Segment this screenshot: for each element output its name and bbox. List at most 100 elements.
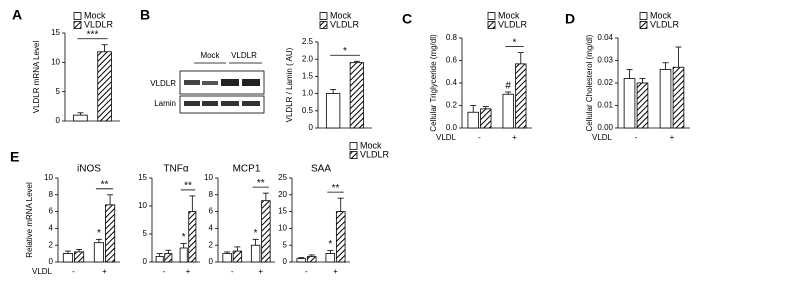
- significance-mark: **: [332, 183, 340, 194]
- bar: [672, 66, 685, 129]
- subplot-title: SAA: [311, 164, 331, 175]
- bar: [659, 69, 672, 129]
- panel-label: C: [402, 11, 412, 27]
- y-tick-label: 10: [204, 173, 213, 182]
- bar: [467, 111, 479, 129]
- y-tick-label: 0.04: [597, 33, 613, 42]
- legend-label: VLDLR: [360, 149, 390, 159]
- y-tick-label: 5: [143, 229, 148, 238]
- significance-mark: *: [328, 239, 332, 250]
- x-tick-label: -: [163, 267, 166, 276]
- blot-column: Mock: [200, 51, 220, 60]
- bar: [325, 93, 341, 129]
- bar: [325, 253, 336, 263]
- subplot-title: MCP1: [233, 164, 261, 175]
- legend-label: Mock: [360, 140, 382, 150]
- y-tick-label: 1.5: [302, 72, 314, 81]
- x-tick-label: -: [635, 133, 638, 142]
- legend-label: Mock: [498, 10, 520, 20]
- x-tick-label: +: [333, 267, 338, 276]
- significance-mark: **: [257, 178, 265, 189]
- legend-swatch: [639, 21, 648, 29]
- significance-mark: ***: [87, 29, 99, 40]
- bar: [335, 211, 346, 263]
- bar: [62, 253, 73, 263]
- bar: [502, 93, 514, 129]
- x-tick-label: -: [231, 267, 234, 276]
- legend-label: Mock: [330, 10, 352, 20]
- bar: [74, 251, 85, 263]
- legend-label: Mock: [650, 10, 672, 20]
- x-tick-label: +: [186, 267, 191, 276]
- y-axis-label: Relative mRNA Level: [25, 182, 34, 258]
- significance-mark: #: [505, 81, 511, 92]
- y-tick-label: 10: [138, 201, 147, 210]
- y-tick-label: 20: [278, 190, 287, 199]
- blot-column: VLDLR: [231, 51, 257, 60]
- bar: [296, 258, 307, 263]
- y-tick-label: 0: [209, 257, 214, 266]
- y-tick-label: 0: [283, 257, 288, 266]
- significance-mark: **: [184, 181, 192, 192]
- y-tick-label: 0.02: [597, 78, 613, 87]
- significance-mark: *: [343, 46, 347, 57]
- y-tick-label: 6: [49, 207, 54, 216]
- x-tick-label: -: [72, 267, 75, 276]
- bar: [261, 200, 271, 263]
- panel-label: D: [565, 11, 575, 27]
- panel-label: E: [10, 149, 19, 165]
- x-tick-label: +: [102, 267, 107, 276]
- y-tick-label: 4: [49, 224, 54, 233]
- legend-swatch: [349, 142, 358, 150]
- panel-label: B: [140, 7, 150, 23]
- blot-row: Lamin: [154, 99, 176, 108]
- bar: [480, 108, 492, 129]
- y-tick-label: 8: [49, 190, 54, 199]
- y-tick-label: 15: [51, 28, 60, 37]
- bar: [93, 242, 104, 263]
- y-tick-label: 6: [209, 207, 214, 216]
- y-tick-label: 10: [44, 173, 53, 182]
- y-tick-label: 2: [49, 240, 54, 249]
- y-tick-label: 5: [283, 240, 288, 249]
- legend-swatch: [487, 12, 496, 20]
- x-tick-label: +: [258, 267, 263, 276]
- x-tick-label: +: [670, 133, 675, 142]
- legend-swatch: [639, 12, 648, 20]
- y-tick-label: 0.4: [446, 78, 458, 87]
- x-tick-label: -: [478, 133, 481, 142]
- y-tick-label: 0.6: [446, 56, 458, 65]
- western-blot: Mock VLDLR VLDLR Lamin: [150, 51, 265, 114]
- y-tick-label: 1.0: [302, 89, 314, 98]
- bar: [636, 82, 649, 129]
- legend-label: VLDLR: [330, 19, 360, 29]
- bar: [179, 247, 188, 263]
- x-axis-label: VLDL: [32, 267, 53, 276]
- bar: [105, 204, 116, 263]
- y-tick-label: 0.2: [446, 101, 458, 110]
- y-tick-label: 0: [49, 257, 54, 266]
- y-tick-label: 0: [143, 257, 148, 266]
- legend-label: VLDLR: [498, 19, 528, 29]
- legend-swatch: [487, 21, 496, 29]
- y-tick-label: 0.01: [597, 101, 613, 110]
- y-tick-label: 0: [56, 116, 61, 125]
- bar: [515, 63, 527, 129]
- bar: [73, 114, 88, 122]
- y-axis-label: VLDLR / Lamin ( AU): [285, 47, 294, 122]
- y-tick-label: 15: [278, 207, 287, 216]
- y-tick-label: 2.5: [302, 37, 314, 46]
- significance-mark: *: [254, 228, 258, 239]
- y-axis-label: Cellular Triglyceride (mg/dl): [429, 34, 438, 132]
- bar: [222, 253, 232, 263]
- y-tick-label: 0.5: [302, 106, 314, 115]
- y-tick-label: 5: [56, 87, 61, 96]
- significance-mark: *: [513, 37, 517, 48]
- legend-swatch: [73, 12, 82, 20]
- y-tick-label: 0.00: [597, 123, 613, 132]
- bar: [164, 253, 173, 263]
- bar: [97, 51, 112, 122]
- y-tick-label: 0.03: [597, 56, 613, 65]
- y-tick-label: 25: [278, 173, 287, 182]
